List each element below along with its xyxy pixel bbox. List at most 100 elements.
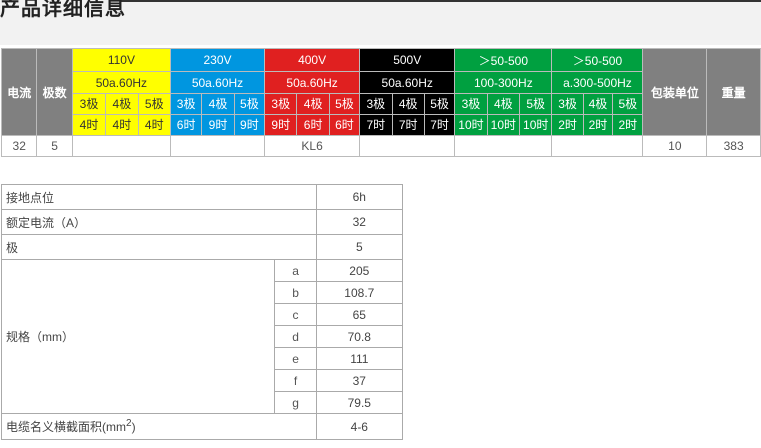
pole-count: 4极 [105,93,139,115]
group-frequency: a.300-500Hz [551,71,644,94]
hour-position: 4时 [137,114,171,136]
detail-row-pole: 极 5 [1,234,404,260]
size-label: 规格（mm） [0,259,276,414]
row-empty [551,135,644,157]
row-model: KL6 [264,135,361,157]
pole-value: 5 [315,234,404,260]
size-value: 70.8 [315,325,404,348]
size-key: d [274,325,317,348]
row-empty [359,135,456,157]
pole-count: 4极 [296,93,330,115]
pole-count: 3极 [359,93,393,115]
row-empty [71,135,171,157]
hour-position: 9时 [264,114,298,136]
pole-count: 3极 [71,93,107,115]
pole-count: 3极 [169,93,203,115]
hour-position: 6时 [169,114,203,136]
grounding-value: 6h [315,184,404,210]
page-title: 产品详细信息 [0,0,126,20]
detail-row-cable: 电缆名义横截面积(mm2) 4-6 [1,413,404,440]
size-row: b 108.7 [2,281,404,304]
group-frequency: 100-300Hz [454,71,553,94]
hour-position: 7时 [391,114,425,136]
group-voltage: ＞50-500 [551,48,644,72]
row-poles: 5 [36,135,73,157]
group-frequency: 50a.60Hz [264,71,361,94]
cable-label-cell: 电缆名义横截面积(mm2) [1,413,317,440]
group-voltage: 400V [264,48,361,72]
pole-count: 5极 [328,93,361,115]
header-weight: 重量 [706,48,761,136]
group-frequency: 50a.60Hz [359,71,456,94]
hour-position: 6时 [328,114,361,136]
group-voltage: ＞50-500 [454,48,553,72]
group-frequency: 50a.60Hz [169,71,266,94]
row-package: 10 [642,135,708,157]
pole-count: 4极 [391,93,425,115]
detail-row-rated: 额定电流（A） 32 [1,209,404,235]
hour-position: 10时 [454,114,488,136]
pole-count: 5极 [423,93,456,115]
group-frequency: 50a.60Hz [71,71,171,94]
cable-label-close: ) [131,420,136,434]
size-value: 37 [315,369,404,392]
row-weight: 383 [706,135,761,157]
hour-position: 6时 [296,114,330,136]
size-value: 79.5 [315,391,404,414]
size-row: c 65 [2,303,404,326]
size-key: g [274,391,317,414]
pole-count: 3极 [454,93,488,115]
size-key: b [274,281,317,304]
size-value: 205 [315,259,404,282]
size-row: e 111 [2,347,404,370]
hour-position: 7时 [423,114,456,136]
hour-position: 4时 [105,114,139,136]
grounding-label: 接地点位 [1,184,317,210]
title-divider [120,0,761,2]
pole-count: 5极 [137,93,171,115]
rated-current-value: 32 [315,209,404,235]
size-key: a [274,259,317,282]
hour-position: 10时 [486,114,521,136]
group-voltage: 110V [71,48,171,72]
hour-position: 9时 [233,114,266,136]
detail-row-grounding: 接地点位 6h [1,184,404,210]
header-poles: 极数 [36,48,73,136]
row-empty [169,135,266,157]
spec-table: 电流 极数 110V 230V 400V 500V ＞50-500 ＞50-500 包装单位 重量… [0,48,761,157]
pole-count: 4极 [486,93,521,115]
size-row: d 70.8 [2,325,404,348]
hour-position: 2时 [551,114,584,136]
hour-position: 10时 [519,114,553,136]
header-package: 包装单位 [642,48,708,136]
cable-label-sup: 2 [126,418,132,429]
pole-count: 5极 [233,93,266,115]
group-voltage: 230V [169,48,266,72]
title-bar [0,0,761,45]
pole-count: 4极 [582,93,614,115]
pole-label: 极 [1,234,317,260]
detail-table: 接地点位 6h 额定电流（A） 32 极 5 规格（mm） a 205 b 108.7 c… [0,184,404,440]
group-voltage: 500V [359,48,456,72]
hour-position: 2时 [582,114,614,136]
cable-label: 电缆名义横截面积(mm [6,420,126,434]
size-row: 规格（mm） a 205 [0,259,404,414]
size-row: f 37 [2,369,404,392]
row-empty [454,135,553,157]
pole-count: 3极 [551,93,584,115]
size-value: 65 [315,303,404,326]
size-key: f [274,369,317,392]
pole-count: 5极 [612,93,644,115]
hour-position: 7时 [359,114,393,136]
pole-count: 5极 [519,93,553,115]
size-key: c [274,303,317,326]
pole-count: 4极 [201,93,235,115]
pole-count: 3极 [264,93,298,115]
rated-current-label: 额定电流（A） [1,209,317,235]
size-value: 108.7 [315,281,404,304]
header-current: 电流 [0,48,38,136]
size-value: 111 [315,347,404,370]
hour-position: 2时 [612,114,644,136]
cable-value: 4-6 [315,413,404,440]
hour-position: 9时 [201,114,235,136]
